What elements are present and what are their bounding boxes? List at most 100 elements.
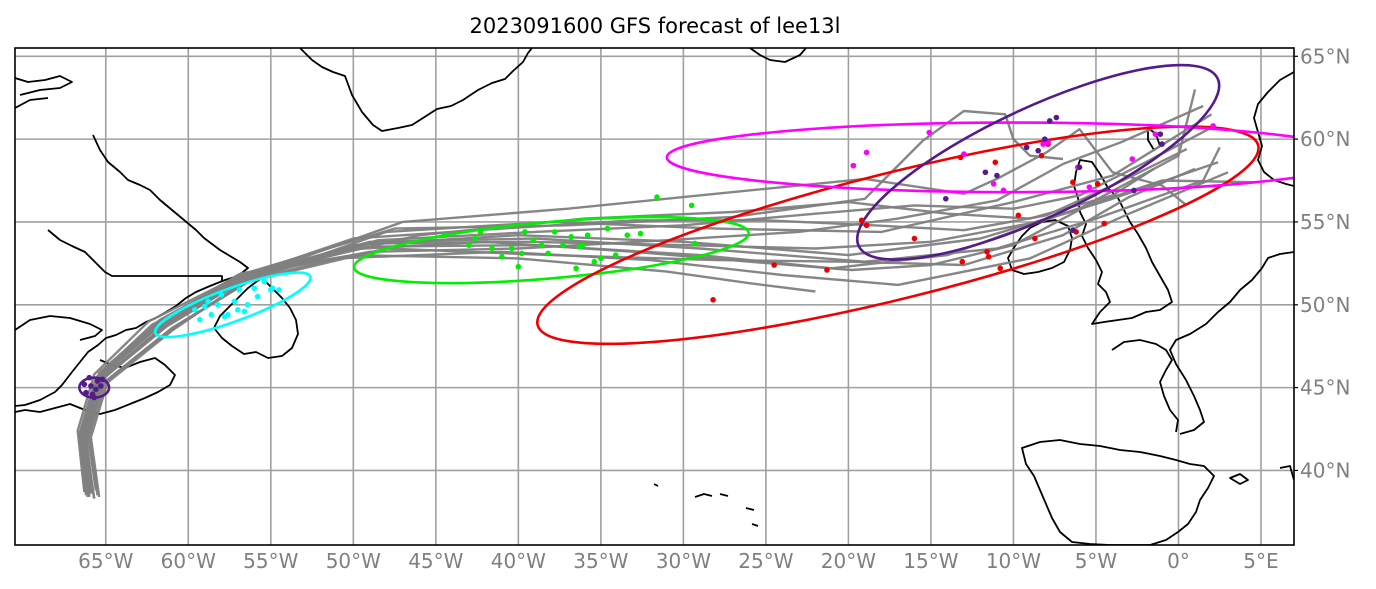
lon-tick-label: 35°W (573, 549, 628, 573)
ensemble-position-point (522, 229, 528, 235)
ensemble-position-point (261, 278, 267, 285)
ensemble-position-point (624, 232, 631, 239)
ensemble-position-point (863, 149, 870, 156)
ensemble-position-point (997, 265, 1004, 272)
ensemble-position-point (192, 306, 198, 313)
ensemble-position-point (98, 383, 104, 389)
ensemble-position-point (91, 394, 98, 401)
coastline-azores (653, 483, 759, 527)
coastline-balearics (1229, 473, 1249, 485)
ensemble-position-point (959, 258, 966, 265)
ensemble-position-point (231, 298, 238, 305)
ensemble-position-point (573, 265, 579, 272)
coastline-iberia (1021, 439, 1215, 545)
ensemble-position-point (1101, 220, 1108, 227)
lat-tick-label: 55°N (1300, 210, 1350, 234)
ensemble-position-point (93, 386, 99, 393)
ensemble-position-point (1042, 136, 1048, 142)
coastline-gulf (15, 315, 103, 341)
ensemble-position-point (992, 159, 999, 166)
map-layers (15, 48, 1294, 545)
ensemble-position-point (604, 225, 611, 232)
ensemble-position-point (1131, 187, 1137, 194)
ensemble-position-point (1038, 152, 1045, 159)
ensemble-position-point (1015, 212, 1022, 219)
ensemble-position-point (858, 217, 865, 224)
ensemble-position-point (472, 235, 479, 242)
ensemble-position-point (591, 258, 598, 265)
uncertainty-ellipse (665, 121, 1294, 194)
ensemble-position-point (598, 255, 604, 262)
uncertainty-ellipse (536, 125, 1260, 346)
ensemble-position-point (508, 245, 515, 252)
coastline-nova-scotia (15, 357, 176, 415)
ensemble-position-point (984, 248, 990, 255)
ensemble-position-point (560, 242, 566, 248)
ensemble-position-point (1157, 131, 1164, 137)
ensemble-position-point (568, 234, 574, 240)
lat-tick-label: 65°N (1300, 44, 1350, 68)
ensemble-position-point (637, 230, 644, 237)
lat-tick-label: 45°N (1300, 376, 1350, 400)
latitude-tick-labels: 40°N 45°N 50°N 55°N 60°N 65°N (1294, 44, 1350, 482)
coastline-newfoundland (213, 277, 299, 359)
lon-tick-label: 30°W (656, 549, 711, 573)
ensemble-position-point (499, 253, 505, 260)
ensemble-position-point (241, 308, 248, 315)
coastline-baffin (15, 75, 73, 109)
lon-tick-label: 15°W (903, 549, 958, 573)
ensemble-position-point (441, 232, 447, 239)
lon-tick-label: 40°W (491, 549, 546, 573)
ensemble-position-point (990, 181, 997, 187)
ensemble-positions (81, 114, 1216, 401)
ensemble-position-point (985, 253, 992, 260)
ensemble-position-point (1040, 141, 1046, 147)
chart-title: 2023091600 GFS forecast of lee13l (469, 14, 840, 38)
coastline-sardinia (1279, 465, 1294, 481)
ensemble-position-point (1076, 164, 1083, 171)
ensemble-position-point (518, 250, 525, 257)
ensemble-position-point (942, 195, 949, 202)
lat-tick-label: 40°N (1300, 458, 1350, 482)
ensemble-position-point (244, 301, 251, 308)
ensemble-position-point (1129, 156, 1136, 162)
ensemble-position-point (254, 293, 261, 300)
ensemble-position-point (466, 242, 472, 248)
ensemble-position-point (1023, 144, 1030, 151)
uncertainty-ellipses (78, 63, 1294, 399)
ensemble-position-point (208, 311, 215, 318)
ensemble-position-point (545, 250, 551, 257)
ensemble-position-point (982, 169, 989, 176)
ensemble-position-point (538, 242, 545, 248)
lon-tick-label: 45°W (408, 549, 463, 573)
coastline-greenland (299, 48, 533, 132)
lon-tick-label: 10°W (986, 549, 1041, 573)
ensemble-position-point (911, 235, 918, 242)
ensemble-position-point (710, 297, 716, 303)
coastlines (15, 48, 1294, 545)
ensemble-position-point (221, 313, 228, 320)
lon-tick-label: 50°W (326, 549, 381, 573)
ensemble-position-point (205, 298, 211, 305)
ensemble-position-point (1070, 179, 1076, 185)
ensemble-position-point (530, 237, 537, 243)
ensemble-position-point (268, 287, 274, 293)
ensemble-position-point (994, 172, 1000, 179)
ensemble-position-point (88, 383, 94, 389)
ensemble-position-point (515, 263, 522, 270)
ensemble-position-point (612, 252, 619, 258)
ensemble-position-point (477, 229, 484, 235)
ensemble-position-point (824, 267, 830, 273)
ensemble-position-point (86, 374, 93, 381)
ensemble-position-point (863, 222, 870, 229)
ensemble-position-point (94, 378, 101, 384)
lat-tick-label: 50°N (1300, 293, 1350, 317)
ensemble-position-point (692, 240, 698, 247)
ensemble-position-point (99, 376, 106, 383)
ensemble-position-point (1035, 147, 1041, 154)
ensemble-position-point (926, 129, 933, 136)
lon-tick-label: 60°W (161, 549, 216, 573)
ensemble-position-point (1046, 118, 1053, 124)
ensemble-position-point (81, 381, 88, 388)
